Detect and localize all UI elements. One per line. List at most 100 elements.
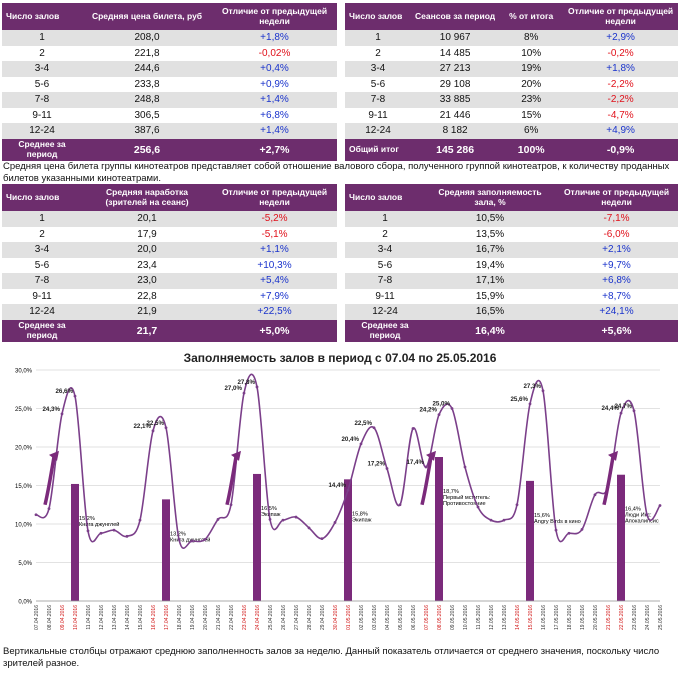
- cell-share: 20%: [499, 76, 564, 92]
- cell-diff: -0,02%: [212, 45, 337, 61]
- cell-value: 248,8: [82, 92, 212, 108]
- header-sessions: Сеансов за период: [411, 3, 500, 30]
- x-tick-label: 19.04.2016: [190, 605, 196, 630]
- trend-arrow: [602, 456, 615, 506]
- cell-value: 15,9%: [425, 288, 555, 304]
- bar-film-label: Экипаж: [261, 512, 281, 518]
- x-tick-label: 03.05.2016: [372, 605, 378, 630]
- bar-value-label: 16,4%: [625, 507, 641, 513]
- table-row: 1 208,0 +1,8%: [2, 30, 337, 46]
- point-label: 20,4%: [341, 436, 359, 443]
- table-row: 9-11 22,8 +7,9%: [2, 288, 337, 304]
- cell-share: 10%: [499, 45, 564, 61]
- cell-group: 2: [2, 45, 82, 61]
- cell-group: 3-4: [2, 242, 82, 258]
- bar-value-label: 18,7%: [443, 489, 459, 495]
- table-footer-row: Среднее за период 21,7 +5,0%: [2, 319, 337, 342]
- cell-group: 7-8: [2, 92, 82, 108]
- cell-share: 6%: [499, 123, 564, 139]
- data-point: [34, 513, 38, 517]
- header-halls: Число залов: [345, 184, 425, 211]
- trend-arrow: [43, 456, 56, 506]
- table-row: 5-6 29 108 20% -2,2%: [345, 76, 678, 92]
- data-point: [138, 518, 142, 522]
- table-row: 3-4 20,0 +1,1%: [2, 242, 337, 258]
- data-point: [541, 389, 545, 393]
- cell-value: 21 446: [411, 107, 500, 123]
- point-label: 25,0%: [432, 401, 450, 408]
- x-tick-label: 18.05.2016: [567, 605, 573, 630]
- cell-group: 12-24: [2, 304, 82, 320]
- sessions-table: Число залов Сеансов за период% от итога От…: [345, 3, 678, 161]
- cell-value: 8 182: [411, 123, 500, 139]
- cell-group: 9-11: [2, 288, 82, 304]
- cell-value: 13,5%: [425, 226, 555, 242]
- cell-value: 19,4%: [425, 257, 555, 273]
- data-point: [164, 426, 168, 430]
- x-tick-label: 20.04.2016: [203, 605, 209, 630]
- header-viewers: Средняя наработка (зрителей на сеанс): [82, 184, 212, 211]
- cell-group: 1: [2, 211, 82, 227]
- cell-diff: +1,1%: [212, 242, 337, 258]
- cell-diff: -2,2%: [563, 92, 678, 108]
- point-label: 17,2%: [367, 461, 385, 468]
- footer-share: 100%: [499, 138, 564, 161]
- cell-diff: +7,9%: [212, 288, 337, 304]
- cell-value: 23,0: [82, 273, 212, 289]
- point-label: 22,5%: [146, 420, 164, 427]
- header-halls: Число залов: [2, 3, 82, 30]
- data-point: [658, 504, 662, 507]
- x-tick-label: 14.05.2016: [515, 605, 521, 630]
- cell-group: 1: [345, 211, 425, 227]
- cell-diff: +1,8%: [212, 30, 337, 46]
- x-tick-label: 24.05.2016: [645, 605, 651, 630]
- cell-value: 221,8: [82, 45, 212, 61]
- cell-value: 17,9: [82, 226, 212, 242]
- cell-group: 3-4: [345, 242, 425, 258]
- cell-diff: +6,8%: [212, 107, 337, 123]
- table-row: 2 221,8 -0,02%: [2, 45, 337, 61]
- table-row: 12-24 8 182 6% +4,9%: [345, 123, 678, 139]
- cell-value: 22,8: [82, 288, 212, 304]
- table-row: 9-11 21 446 15% -4,7%: [345, 107, 678, 123]
- cell-diff: +24,1%: [555, 304, 678, 320]
- table-row: 2 14 485 10% -0,2%: [345, 45, 678, 61]
- header-halls: Число залов: [2, 184, 82, 211]
- data-point: [359, 442, 363, 446]
- cell-diff: +9,7%: [555, 257, 678, 273]
- data-point: [398, 503, 402, 507]
- x-tick-label: 09.04.2016: [60, 605, 66, 630]
- data-point: [567, 531, 571, 535]
- data-point: [190, 539, 194, 543]
- x-tick-label: 12.04.2016: [99, 605, 105, 630]
- x-tick-label: 26.04.2016: [281, 605, 287, 630]
- bar-film-label: Книга джунглей: [170, 536, 210, 543]
- data-point: [216, 517, 220, 521]
- weekly-bar: [162, 499, 170, 601]
- cell-diff: +0,4%: [212, 61, 337, 77]
- data-point: [463, 465, 467, 469]
- cell-group: 5-6: [345, 76, 411, 92]
- cell-diff: +6,8%: [555, 273, 678, 289]
- price-note: Средняя цена билета группы кинотеатров п…: [3, 161, 670, 184]
- x-tick-label: 10.04.2016: [73, 605, 79, 630]
- chart-note: Вертикальные столбцы отражают среднюю за…: [3, 646, 660, 669]
- cell-value: 21,9: [82, 304, 212, 320]
- cell-value: 306,5: [82, 107, 212, 123]
- cell-diff: +1,4%: [212, 123, 337, 139]
- point-label: 27,8%: [237, 379, 255, 386]
- x-tick-label: 24.04.2016: [255, 605, 261, 630]
- table-row: 7-8 33 885 23% -2,2%: [345, 92, 678, 108]
- table-row: 12-24 387,6 +1,4%: [2, 123, 337, 139]
- data-point: [424, 465, 428, 469]
- trend-arrowhead: [49, 450, 59, 461]
- cell-group: 12-24: [2, 123, 82, 139]
- data-point: [437, 413, 441, 417]
- y-tick-label: 15,0%: [15, 484, 33, 490]
- cell-value: 16,7%: [425, 242, 555, 258]
- trend-arrowhead: [608, 450, 618, 461]
- x-tick-label: 11.05.2016: [476, 605, 482, 630]
- data-point: [203, 538, 207, 541]
- y-tick-label: 10,0%: [15, 523, 33, 529]
- bar-film-label: Люди Икс: Апокалипсис: [625, 513, 659, 525]
